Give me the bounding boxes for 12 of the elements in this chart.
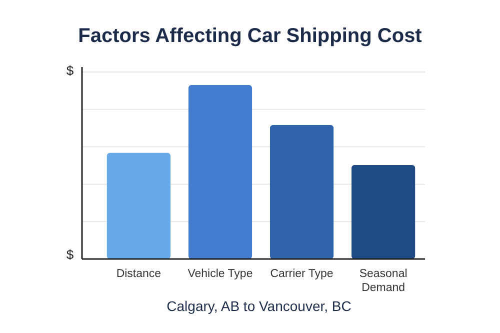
bar (270, 125, 334, 259)
bar (352, 165, 416, 259)
x-tick-label: Distance (116, 268, 162, 280)
chart-title: Factors Affecting Car Shipping Cost (78, 25, 422, 47)
bar (106, 152, 170, 259)
x-tick-label: Vehicle Type (188, 268, 253, 280)
x-axis-title: Calgary, AB to Vancouver, BC (166, 298, 352, 314)
x-tick-label: Carrier Type (270, 268, 334, 280)
x-tick-label: Seasonal Demand (359, 268, 408, 294)
text: $ (66, 247, 74, 262)
bar (188, 85, 252, 259)
text: $ (66, 63, 74, 78)
